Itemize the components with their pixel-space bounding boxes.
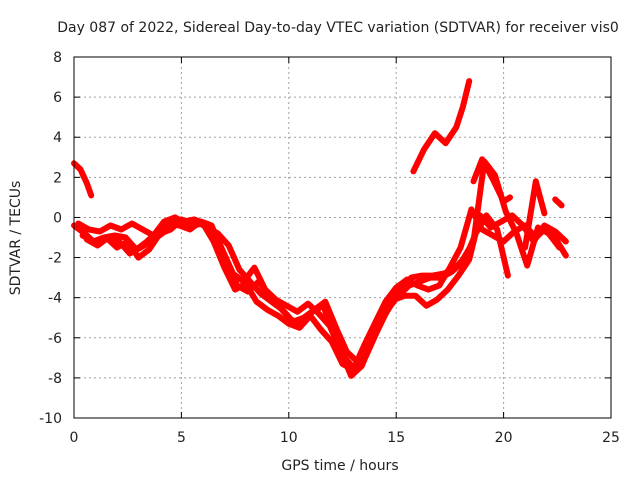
series-line-arc-8 — [522, 178, 548, 251]
x-tick-label-0: 0 — [70, 430, 79, 446]
x-tick-label-2: 10 — [280, 430, 298, 446]
data-series — [71, 78, 569, 379]
plot-frame — [73, 56, 612, 419]
series-line-arc-7 — [470, 156, 513, 205]
y-axis-label: SDTVAR / TECUs — [8, 181, 24, 296]
series-line-arc-5 — [83, 158, 563, 373]
x-tick-label-3: 15 — [387, 430, 405, 446]
x-tick-label-5: 25 — [602, 430, 620, 446]
y-tick-label-1: -8 — [48, 371, 62, 387]
x-tick-labels: 0 5 10 15 20 25 — [70, 430, 620, 446]
x-tick-label-4: 20 — [495, 430, 513, 446]
x-tick-label-1: 5 — [177, 430, 186, 446]
axis-ticks — [73, 56, 612, 419]
y-tick-label-7: 4 — [53, 130, 62, 146]
chart-title: Day 087 of 2022, Sidereal Day-to-day VTE… — [57, 20, 619, 36]
y-tick-labels: -10 -8 -6 -4 -2 0 2 4 6 8 — [39, 50, 62, 427]
y-tick-label-3: -4 — [48, 291, 62, 307]
y-tick-label-6: 2 — [53, 170, 62, 186]
series-line-arc-9 — [552, 196, 565, 209]
series-line-arc-1 — [71, 160, 95, 199]
series-line-arc-4 — [79, 212, 569, 379]
y-tick-label-8: 6 — [53, 90, 62, 106]
y-tick-label-9: 8 — [53, 50, 62, 66]
series-line-arc-6 — [410, 78, 473, 175]
y-tick-label-5: 0 — [53, 210, 62, 226]
x-axis-label: GPS time / hours — [281, 458, 398, 474]
y-tick-label-0: -10 — [39, 411, 62, 427]
y-tick-label-2: -6 — [48, 331, 62, 347]
y-tick-label-4: -2 — [48, 251, 62, 267]
